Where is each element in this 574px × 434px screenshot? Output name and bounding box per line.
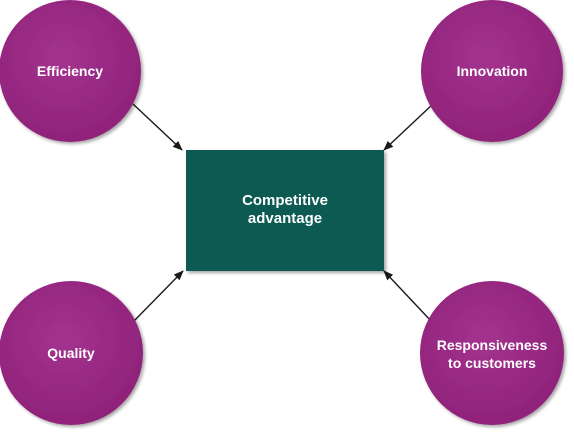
node-responsiveness: Responsiveness to customers xyxy=(420,281,564,425)
node-quality: Quality xyxy=(0,281,143,425)
node-efficiency-circle xyxy=(0,0,141,142)
center-box: Competitive advantage xyxy=(186,150,384,271)
node-efficiency: Efficiency xyxy=(0,0,141,142)
node-innovation-circle xyxy=(421,0,563,142)
node-innovation-label: Innovation xyxy=(457,63,528,79)
center-label-line1: Competitive xyxy=(242,192,328,209)
node-quality-label: Quality xyxy=(47,345,95,361)
center-label-line2: advantage xyxy=(248,210,322,227)
arrow-efficiency-to-center xyxy=(132,103,183,151)
center-box-shape xyxy=(186,150,384,271)
node-responsiveness-label-line2: to customers xyxy=(448,355,536,371)
arrow-quality-to-center xyxy=(133,270,184,322)
arrow-innovation-to-center xyxy=(383,103,434,151)
node-responsiveness-label-line1: Responsiveness xyxy=(437,337,548,353)
node-innovation: Innovation xyxy=(421,0,563,142)
node-quality-circle xyxy=(0,281,143,425)
node-responsiveness-circle xyxy=(420,281,564,425)
arrow-responsiveness-to-center xyxy=(383,270,433,323)
node-efficiency-label: Efficiency xyxy=(37,63,103,79)
